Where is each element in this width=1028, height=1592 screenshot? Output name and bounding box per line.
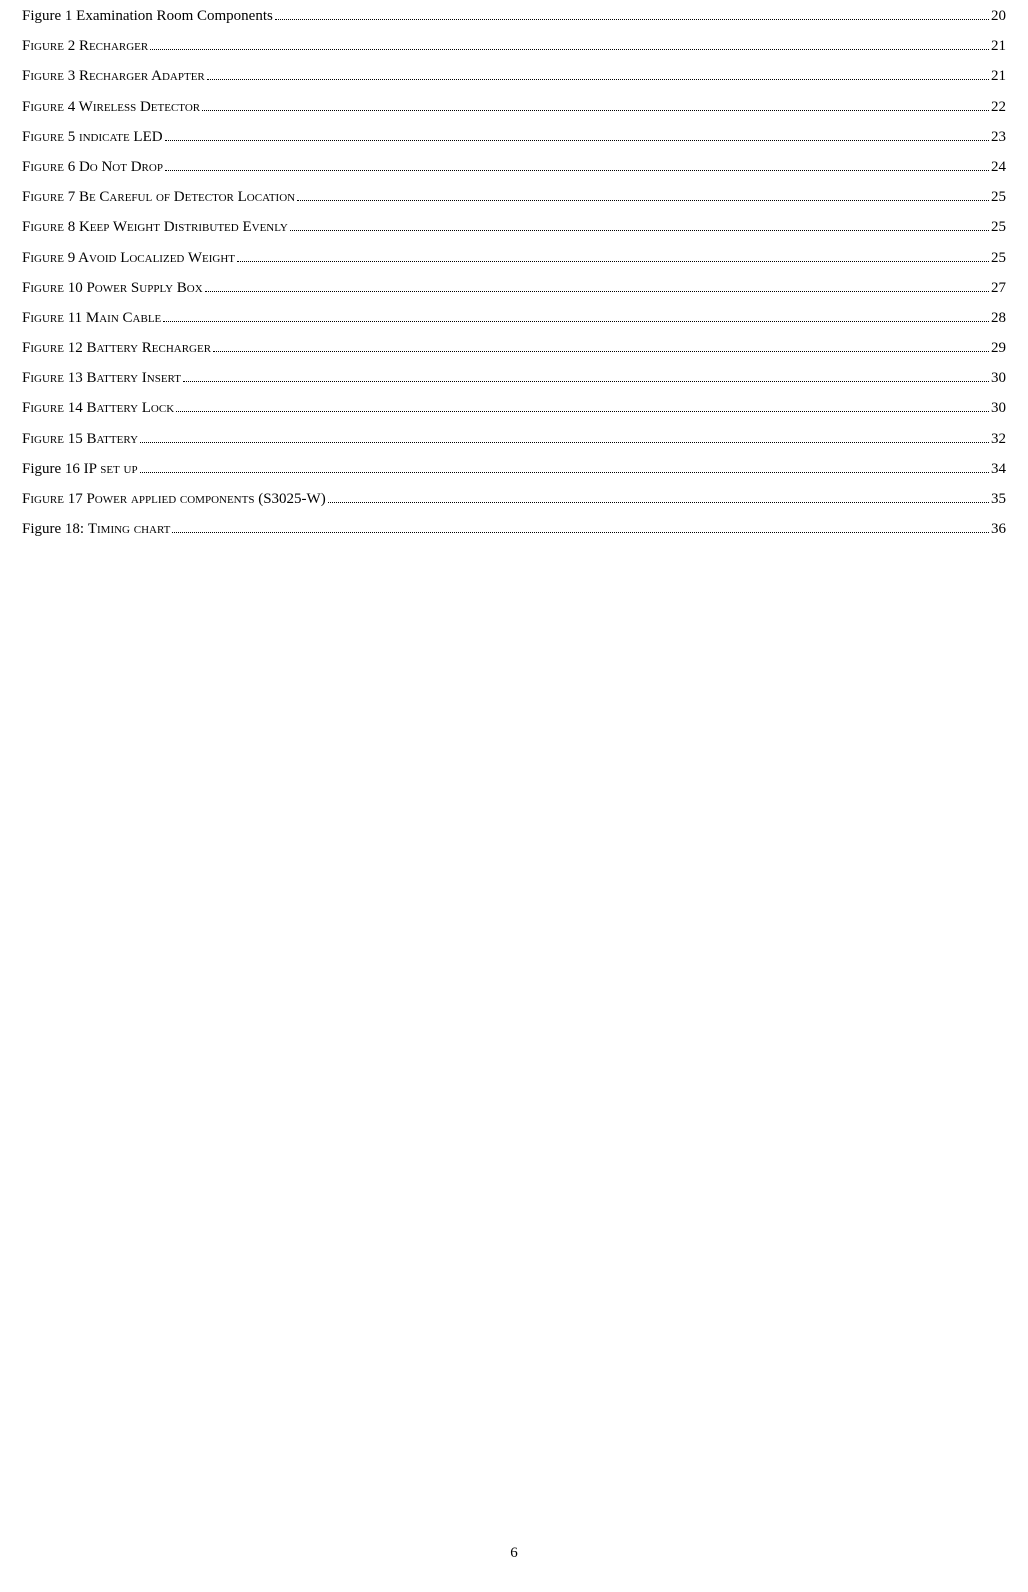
- toc-entry-label: Figure 3 Recharger Adapter: [22, 68, 205, 85]
- toc-dot-leader: [205, 291, 989, 292]
- toc-entry-page: 25: [991, 219, 1006, 236]
- toc-dot-leader: [140, 472, 989, 473]
- toc-entry-label: Figure 11 Main Cable: [22, 310, 161, 327]
- toc-entry[interactable]: Figure 2 Recharger 21: [22, 38, 1006, 55]
- toc-entry-label: Figure 17 Power applied components (S302…: [22, 491, 326, 508]
- toc-entry[interactable]: Figure 7 Be Careful of Detector Location…: [22, 189, 1006, 206]
- toc-entry[interactable]: Figure 6 Do Not Drop 24: [22, 159, 1006, 176]
- toc-dot-leader: [176, 411, 989, 412]
- toc-entry[interactable]: Figure 14 Battery Lock 30: [22, 400, 1006, 417]
- toc-entry[interactable]: Figure 12 Battery Recharger 29: [22, 340, 1006, 357]
- toc-entry-page: 36: [991, 521, 1006, 538]
- toc-entry-page: 32: [991, 431, 1006, 448]
- toc-entry-label: Figure 9 Avoid Localized Weight: [22, 250, 235, 267]
- toc-entry-page: 27: [991, 280, 1006, 297]
- toc-entry[interactable]: Figure 16 IP set up 34: [22, 461, 1006, 478]
- toc-entry-label: Figure 18: Timing chart: [22, 521, 170, 538]
- toc-entry[interactable]: Figure 13 Battery Insert 30: [22, 370, 1006, 387]
- toc-dot-leader: [202, 110, 989, 111]
- toc-dot-leader: [165, 170, 989, 171]
- toc-entry[interactable]: Figure 3 Recharger Adapter 21: [22, 68, 1006, 85]
- toc-entry[interactable]: Figure 8 Keep Weight Distributed Evenly 2…: [22, 219, 1006, 236]
- toc-dot-leader: [207, 79, 989, 80]
- toc-entry-label: Figure 6 Do Not Drop: [22, 159, 163, 176]
- toc-dot-leader: [183, 381, 989, 382]
- toc-entry-label: Figure 15 Battery: [22, 431, 138, 448]
- toc-entry-page: 29: [991, 340, 1006, 357]
- toc-dot-leader: [163, 321, 989, 322]
- toc-entry-page: 21: [991, 38, 1006, 55]
- toc-entry-label: Figure 5 indicate LED: [22, 129, 163, 146]
- toc-entry-label: Figure 14 Battery Lock: [22, 400, 174, 417]
- toc-entry-label: Figure 1 Examination Room Components: [22, 8, 273, 25]
- toc-entry[interactable]: Figure 17 Power applied components (S302…: [22, 491, 1006, 508]
- table-of-figures: Figure 1 Examination Room Components20Fi…: [22, 8, 1006, 538]
- page-number: 6: [0, 1545, 1028, 1562]
- toc-entry-page: 24: [991, 159, 1006, 176]
- toc-entry[interactable]: Figure 18: Timing chart 36: [22, 521, 1006, 538]
- toc-entry-page: 22: [991, 99, 1006, 116]
- toc-dot-leader: [213, 351, 989, 352]
- toc-entry-page: 25: [991, 250, 1006, 267]
- toc-dot-leader: [237, 261, 989, 262]
- toc-entry[interactable]: Figure 5 indicate LED 23: [22, 129, 1006, 146]
- toc-entry[interactable]: Figure 1 Examination Room Components 20: [22, 8, 1006, 25]
- toc-entry-page: 25: [991, 189, 1006, 206]
- toc-entry-label: Figure 16 IP set up: [22, 461, 138, 478]
- toc-dot-leader: [297, 200, 989, 201]
- toc-entry-label: Figure 8 Keep Weight Distributed Evenly: [22, 219, 288, 236]
- toc-entry-page: 34: [991, 461, 1006, 478]
- toc-entry-page: 20: [991, 8, 1006, 25]
- toc-entry-label: Figure 7 Be Careful of Detector Location: [22, 189, 295, 206]
- toc-entry-page: 35: [991, 491, 1006, 508]
- toc-dot-leader: [150, 49, 989, 50]
- toc-entry[interactable]: Figure 10 Power Supply Box 27: [22, 280, 1006, 297]
- toc-dot-leader: [328, 502, 989, 503]
- toc-entry-label: Figure 10 Power Supply Box: [22, 280, 203, 297]
- toc-entry-label: Figure 12 Battery Recharger: [22, 340, 211, 357]
- toc-dot-leader: [140, 442, 989, 443]
- toc-dot-leader: [290, 230, 989, 231]
- toc-entry-page: 30: [991, 400, 1006, 417]
- toc-entry[interactable]: Figure 11 Main Cable 28: [22, 310, 1006, 327]
- toc-dot-leader: [275, 19, 989, 20]
- toc-entry-label: Figure 4 Wireless Detector: [22, 99, 200, 116]
- toc-entry-page: 30: [991, 370, 1006, 387]
- toc-dot-leader: [165, 140, 989, 141]
- toc-entry-page: 23: [991, 129, 1006, 146]
- toc-entry[interactable]: Figure 4 Wireless Detector 22: [22, 99, 1006, 116]
- toc-entry-page: 28: [991, 310, 1006, 327]
- toc-entry-label: Figure 13 Battery Insert: [22, 370, 181, 387]
- toc-entry[interactable]: Figure 9 Avoid Localized Weight 25: [22, 250, 1006, 267]
- toc-entry-page: 21: [991, 68, 1006, 85]
- toc-entry[interactable]: Figure 15 Battery 32: [22, 431, 1006, 448]
- toc-entry-label: Figure 2 Recharger: [22, 38, 148, 55]
- toc-dot-leader: [172, 532, 989, 533]
